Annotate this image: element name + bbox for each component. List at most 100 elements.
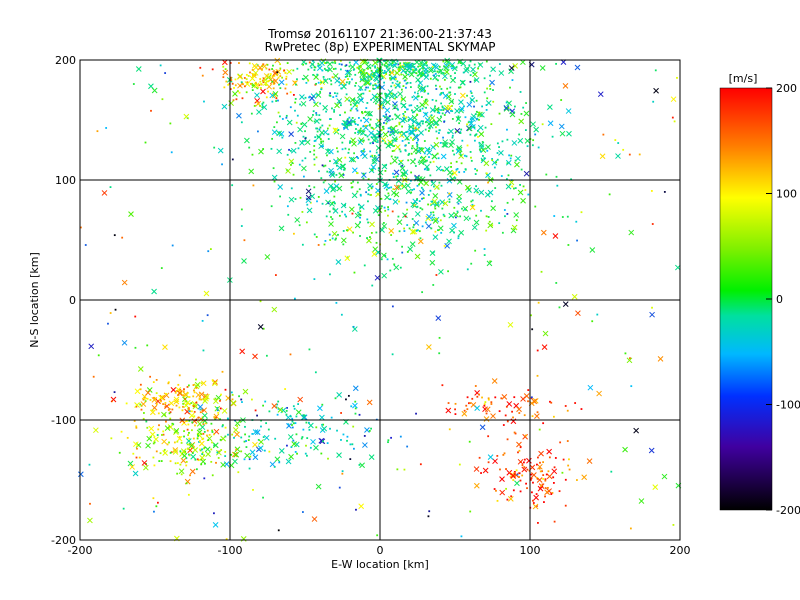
scatter-dot bbox=[301, 211, 304, 213]
scatter-dot bbox=[359, 235, 361, 237]
scatter-dot bbox=[367, 193, 370, 196]
scatter-x-marker bbox=[505, 183, 512, 190]
scatter-dot bbox=[262, 77, 265, 80]
scatter-dot bbox=[501, 140, 504, 143]
scatter-dot bbox=[166, 443, 169, 446]
scatter-dot bbox=[357, 117, 360, 119]
scatter-dot bbox=[313, 101, 316, 104]
scatter-dot bbox=[435, 274, 438, 276]
scatter-dot bbox=[396, 175, 399, 178]
scatter-x-marker bbox=[351, 167, 358, 174]
scatter-x-marker bbox=[261, 104, 268, 111]
scatter-x-marker bbox=[505, 159, 512, 166]
scatter-dot bbox=[555, 62, 557, 65]
scatter-x-marker bbox=[546, 448, 552, 455]
scatter-x-marker bbox=[327, 183, 334, 189]
scatter-dot bbox=[433, 70, 436, 73]
scatter-dot bbox=[179, 463, 182, 466]
scatter-x-marker bbox=[134, 402, 140, 408]
scatter-dot bbox=[360, 150, 363, 152]
scatter-x-marker bbox=[539, 65, 546, 71]
scatter-dot bbox=[387, 214, 389, 217]
scatter-x-marker bbox=[332, 127, 339, 134]
scatter-dot bbox=[211, 474, 214, 477]
scatter-dot bbox=[454, 93, 456, 95]
scatter-dot bbox=[322, 440, 324, 443]
scatter-x-marker bbox=[204, 446, 211, 453]
scatter-dot bbox=[400, 160, 403, 162]
scatter-dot bbox=[496, 499, 499, 502]
scatter-dot bbox=[461, 207, 463, 210]
scatter-dot bbox=[511, 410, 513, 413]
scatter-x-marker bbox=[562, 301, 569, 307]
scatter-dot bbox=[182, 394, 185, 397]
scatter-dot bbox=[415, 68, 418, 71]
scatter-dot bbox=[272, 64, 274, 67]
scatter-x-marker bbox=[506, 100, 512, 107]
scatter-dot bbox=[443, 120, 446, 123]
scatter-dot bbox=[201, 448, 203, 451]
scatter-x-marker bbox=[301, 165, 307, 172]
scatter-dot bbox=[344, 76, 347, 78]
scatter-dot bbox=[474, 134, 477, 136]
scatter-dot bbox=[285, 114, 288, 117]
scatter-dot bbox=[344, 111, 346, 114]
scatter-dot bbox=[329, 239, 332, 241]
scatter-dot bbox=[392, 176, 395, 179]
scatter-dot bbox=[564, 405, 567, 407]
scatter-x-marker bbox=[322, 78, 329, 84]
scatter-dot bbox=[240, 450, 243, 453]
scatter-dot bbox=[272, 167, 275, 170]
scatter-dot bbox=[454, 72, 456, 75]
scatter-dot bbox=[458, 171, 461, 174]
scatter-dot bbox=[400, 98, 403, 100]
scatter-dot bbox=[168, 441, 170, 444]
scatter-x-marker bbox=[149, 431, 156, 438]
scatter-x-marker bbox=[538, 450, 544, 457]
scatter-dot bbox=[522, 185, 525, 188]
scatter-dot bbox=[252, 488, 254, 491]
scatter-dot bbox=[352, 231, 354, 234]
scatter-x-marker bbox=[196, 420, 203, 427]
scatter-x-marker bbox=[311, 516, 318, 522]
scatter-x-marker bbox=[459, 79, 466, 86]
scatter-dot bbox=[406, 445, 409, 448]
scatter-dot bbox=[185, 482, 188, 485]
scatter-dot bbox=[379, 129, 382, 132]
scatter-x-marker bbox=[167, 424, 174, 430]
scatter-dot bbox=[198, 428, 201, 431]
scatter-dot bbox=[576, 479, 578, 481]
scatter-dot bbox=[433, 185, 435, 188]
scatter-x-marker bbox=[473, 77, 480, 83]
scatter-dot bbox=[439, 85, 441, 88]
scatter-dot bbox=[349, 140, 351, 143]
scatter-dot bbox=[383, 81, 386, 84]
scatter-x-marker bbox=[419, 190, 425, 196]
scatter-dot bbox=[336, 92, 339, 95]
scatter-dot bbox=[451, 64, 454, 67]
scatter-dot bbox=[260, 425, 262, 428]
scatter-dot bbox=[152, 497, 155, 500]
scatter-dot bbox=[201, 408, 204, 411]
scatter-dot bbox=[267, 428, 270, 431]
scatter-dot bbox=[448, 192, 451, 195]
scatter-dot bbox=[424, 128, 427, 131]
scatter-x-marker bbox=[297, 126, 303, 133]
scatter-dot bbox=[195, 378, 197, 381]
scatter-dot bbox=[248, 458, 251, 461]
scatter-dot bbox=[536, 349, 539, 352]
scatter-x-marker bbox=[530, 121, 536, 128]
scatter-dot bbox=[242, 83, 244, 86]
scatter-x-marker bbox=[190, 453, 197, 460]
scatter-dot bbox=[170, 451, 173, 454]
scatter-dot bbox=[239, 84, 242, 87]
scatter-dot bbox=[394, 63, 397, 66]
scatter-x-marker bbox=[257, 64, 264, 71]
scatter-dot bbox=[84, 244, 87, 246]
scatter-x-marker bbox=[437, 68, 444, 74]
scatter-dot bbox=[427, 92, 430, 95]
scatter-dot bbox=[390, 234, 393, 236]
scatter-x-marker bbox=[339, 78, 346, 85]
scatter-x-marker bbox=[374, 76, 380, 82]
scatter-x-marker bbox=[381, 163, 388, 170]
